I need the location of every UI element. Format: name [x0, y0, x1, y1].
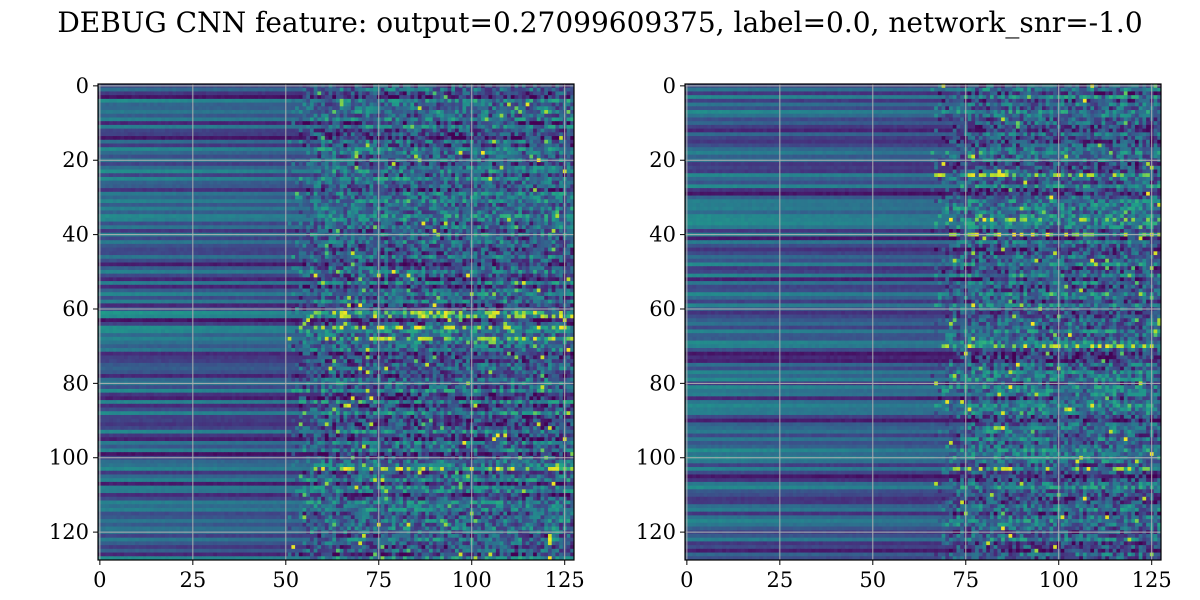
- plot-frame: [685, 84, 1161, 560]
- heatmap-cells: [98, 84, 575, 561]
- x-tick-label: 125: [1132, 568, 1172, 592]
- y-tick-label: 0: [663, 74, 676, 98]
- y-tick-label: 20: [649, 148, 676, 172]
- plot-frame: [98, 84, 574, 560]
- y-tick-label: 80: [62, 371, 89, 395]
- heatmap-cells: [685, 84, 1162, 561]
- figure-title: DEBUG CNN feature: output=0.27099609375,…: [0, 6, 1200, 39]
- x-tick-label: 0: [680, 568, 693, 592]
- x-tick-label: 100: [1039, 568, 1079, 592]
- x-tick-label: 125: [545, 568, 585, 592]
- y-tick-label: 0: [76, 74, 89, 98]
- x-tick-label: 0: [93, 568, 106, 592]
- y-tick-label: 60: [62, 297, 89, 321]
- x-tick-label: 50: [272, 568, 299, 592]
- x-tick-label: 75: [365, 568, 392, 592]
- x-tick-label: 25: [766, 568, 793, 592]
- x-tick-label: 100: [452, 568, 492, 592]
- y-tick-label: 40: [62, 223, 89, 247]
- y-tick-label: 40: [649, 223, 676, 247]
- y-tick-label: 20: [62, 148, 89, 172]
- x-tick-label: 50: [859, 568, 886, 592]
- y-tick-label: 80: [649, 371, 676, 395]
- y-tick-label: 120: [49, 520, 89, 544]
- x-tick-label: 75: [952, 568, 979, 592]
- y-tick-label: 100: [636, 446, 676, 470]
- y-tick-label: 100: [49, 446, 89, 470]
- x-tick-label: 25: [179, 568, 206, 592]
- y-tick-label: 120: [636, 520, 676, 544]
- y-tick-label: 60: [649, 297, 676, 321]
